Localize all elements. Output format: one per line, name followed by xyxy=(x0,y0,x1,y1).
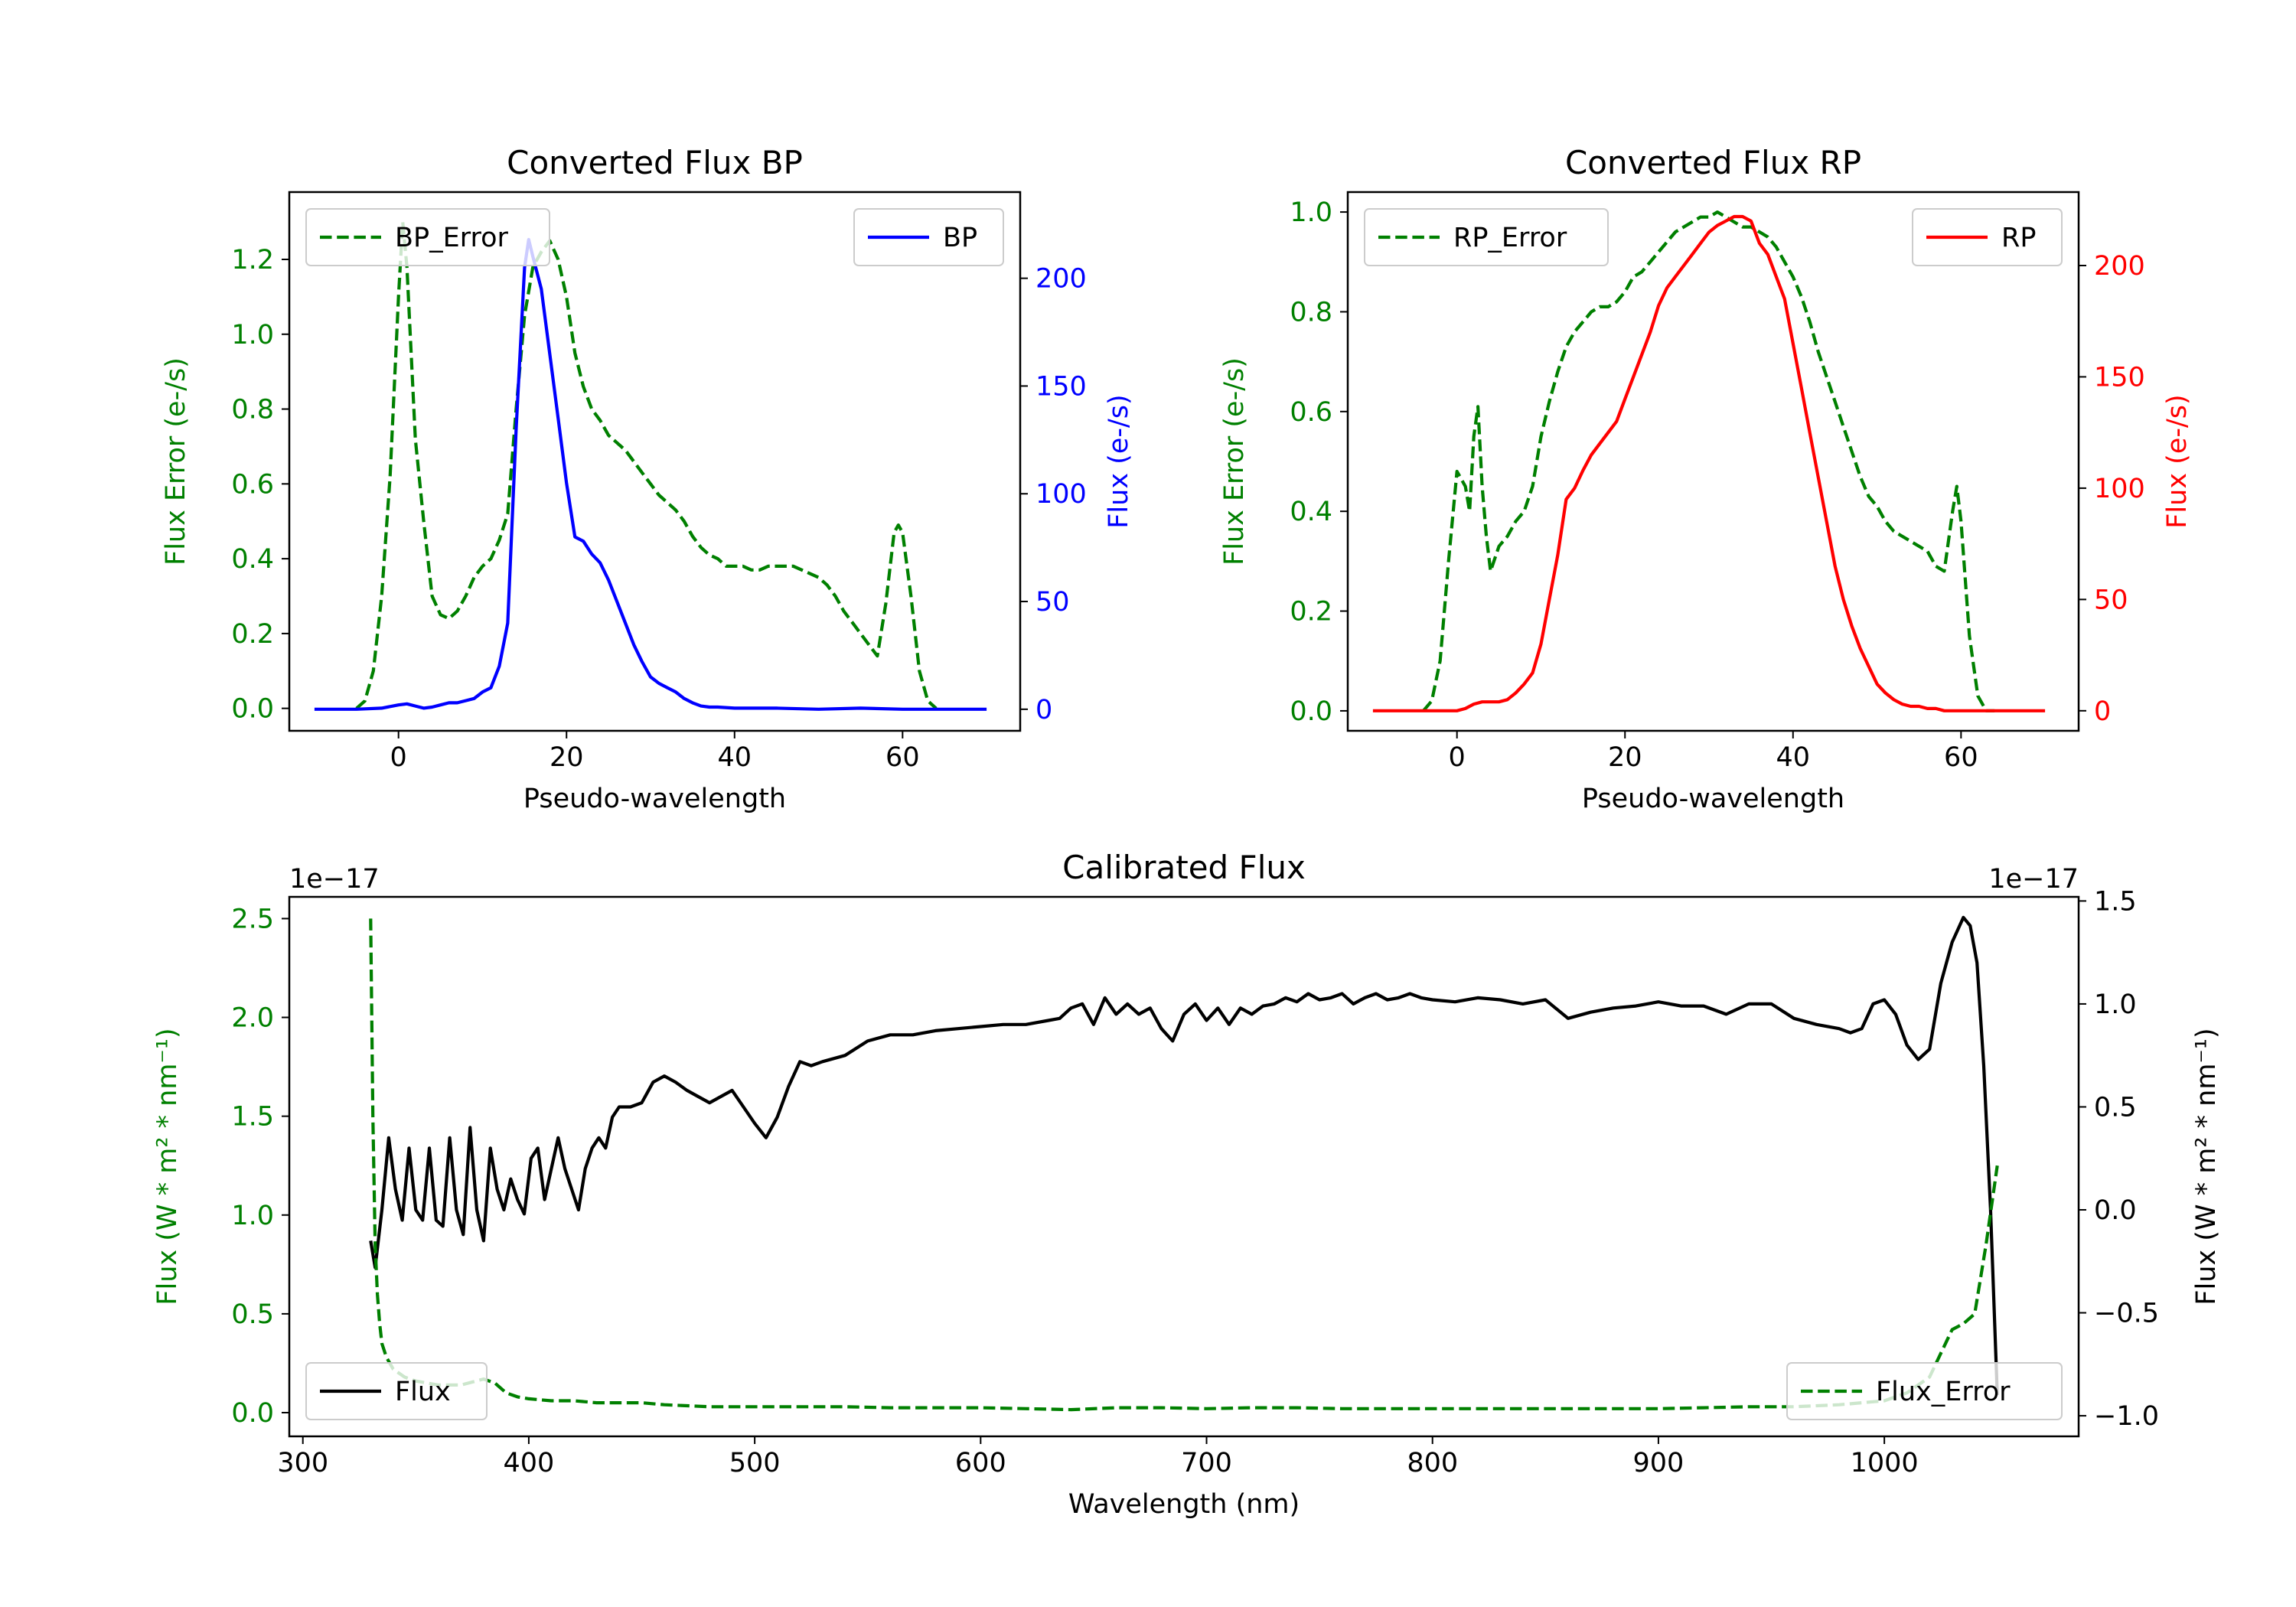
chart-title: Converted Flux BP xyxy=(507,144,803,181)
x-tick-label: 800 xyxy=(1407,1448,1458,1478)
y-right-tick-label: 50 xyxy=(2094,585,2128,615)
legend-box xyxy=(305,1362,488,1420)
y-left-tick-label: 2.5 xyxy=(231,904,274,934)
x-tick-label: 500 xyxy=(729,1448,781,1478)
x-tick-label: 300 xyxy=(277,1448,328,1478)
y-right-axis-label: Flux (e-/s) xyxy=(1104,394,1134,528)
x-tick-label: 0 xyxy=(390,742,407,773)
legend-label: Flux_Error xyxy=(1876,1377,2011,1407)
axes-frame xyxy=(1346,191,2080,732)
y-right-tick-label: 0 xyxy=(1035,695,1052,725)
legend-rp: RP xyxy=(1912,208,2063,266)
y-right-tick-label: 200 xyxy=(1035,264,1087,295)
x-tick-label: 600 xyxy=(955,1448,1006,1478)
chart-1: 0 20 40 60 0.0 0.2 0.4 0.6 0.8 1.0 1.2 0 50 100 150 200… xyxy=(161,144,1134,814)
series-line-flux-error xyxy=(369,918,1999,1412)
y-right-tick-label: 0.5 xyxy=(2094,1092,2137,1123)
x-tick-label: 0 xyxy=(1449,742,1466,773)
y-left-axis-label: Flux Error (e-/s) xyxy=(161,357,191,566)
y-left-tick-label: 0.6 xyxy=(1290,397,1332,428)
x-tick-label: 1000 xyxy=(1851,1448,1919,1478)
legend-box xyxy=(305,208,550,266)
x-tick-label: 700 xyxy=(1181,1448,1232,1478)
series-line-rp xyxy=(1372,214,2046,712)
y-left-tick-label: 1.5 xyxy=(231,1102,274,1133)
legend-rp-error: RP_Error xyxy=(1364,208,1609,266)
series-line-bp xyxy=(314,237,987,711)
y-left-tick-label: 1.0 xyxy=(1290,197,1332,228)
legend-label: Flux xyxy=(395,1377,451,1407)
x-axis-label: Pseudo-wavelength xyxy=(1582,784,1844,814)
x-tick-label: 20 xyxy=(1608,742,1642,773)
legend-label: BP_Error xyxy=(395,223,509,253)
legend-box xyxy=(1786,1362,2063,1420)
x-tick-label: 400 xyxy=(504,1448,555,1478)
series-line-bp-error xyxy=(355,220,938,710)
y-right-tick-label: 50 xyxy=(1035,587,1070,618)
y-right-tick-label: 100 xyxy=(2094,474,2145,504)
legend-flux: Flux xyxy=(305,1362,488,1420)
y-right-tick-label: 150 xyxy=(2094,362,2145,393)
y-left-axis-label: Flux (W * m² * nm⁻¹) xyxy=(152,1028,183,1305)
chart-title: Converted Flux RP xyxy=(1565,144,1861,181)
legend-label: RP_Error xyxy=(1453,223,1567,253)
x-tick-label: 900 xyxy=(1633,1448,1684,1478)
y-right-tick-label: 1.0 xyxy=(2094,989,2137,1020)
y-right-tick-label: 0.0 xyxy=(2094,1195,2137,1226)
y-right-tick-label: −0.5 xyxy=(2094,1299,2159,1329)
x-tick-label: 40 xyxy=(1776,742,1811,773)
chart-title: Calibrated Flux xyxy=(1062,849,1306,886)
chart-2: 0 20 40 60 0.0 0.2 0.4 0.6 0.8 1.0 0 50 100 150 200 Con… xyxy=(1219,144,2193,814)
x-tick-label: 40 xyxy=(718,742,752,773)
y-right-axis-label: Flux (e-/s) xyxy=(2162,394,2193,528)
y-right-tick-label: 200 xyxy=(2094,251,2145,282)
y-left-axis-label: Flux Error (e-/s) xyxy=(1219,357,1250,566)
y-left-tick-label: 0.5 xyxy=(231,1299,274,1330)
y-left-tick-label: 0.4 xyxy=(1290,497,1332,527)
y-right-tick-label: 0 xyxy=(2094,696,2111,727)
y-left-tick-label: 0.8 xyxy=(1290,297,1332,328)
legend-flux-error: Flux_Error xyxy=(1786,1362,2063,1420)
legend-label: RP xyxy=(2001,223,2036,253)
y-left-tick-label: 1.2 xyxy=(231,245,274,275)
y-left-tick-label: 0.2 xyxy=(231,619,274,650)
y-right-axis-label: Flux (W * m² * nm⁻¹) xyxy=(2191,1028,2222,1305)
legend-label: BP xyxy=(943,223,977,253)
y-left-tick-label: 2.0 xyxy=(231,1003,274,1034)
chart-3: 300 400 500 600 700 800 900 1000 0.0 0.5 1.0 1.5 2.0… xyxy=(152,849,2222,1520)
y-left-tick-label: 0.0 xyxy=(1290,696,1332,727)
y-right-tick-label: −1.0 xyxy=(2094,1401,2159,1432)
y-left-tick-label: 0.0 xyxy=(231,1398,274,1429)
y-left-tick-label: 0.0 xyxy=(231,694,274,725)
series-line-rp-error xyxy=(1422,210,1995,712)
x-tick-label: 60 xyxy=(1944,742,1978,773)
legend-box xyxy=(1364,208,1609,266)
series-line-flux xyxy=(369,915,1999,1396)
y-left-tick-label: 0.6 xyxy=(231,469,274,500)
x-tick-label: 20 xyxy=(550,742,584,773)
y-left-tick-label: 0.8 xyxy=(231,395,274,425)
y-right-offset-text: 1e−17 xyxy=(1988,864,2079,895)
y-right-tick-label: 150 xyxy=(1035,371,1087,402)
y-left-tick-label: 0.4 xyxy=(231,544,274,575)
legend-bp-error: BP_Error xyxy=(305,208,550,266)
axes-frame xyxy=(288,895,2080,1438)
y-left-tick-label: 1.0 xyxy=(231,1201,274,1231)
x-axis-label: Pseudo-wavelength xyxy=(523,784,786,814)
axes-frame xyxy=(288,191,1022,732)
y-left-offset-text: 1e−17 xyxy=(289,864,380,895)
y-left-tick-label: 0.2 xyxy=(1290,597,1332,627)
x-axis-label: Wavelength (nm) xyxy=(1068,1489,1300,1520)
x-tick-label: 60 xyxy=(885,742,920,773)
legend-bp: BP xyxy=(853,208,1004,266)
y-right-tick-label: 100 xyxy=(1035,479,1087,510)
y-right-tick-label: 1.5 xyxy=(2094,886,2137,917)
y-left-tick-label: 1.0 xyxy=(231,320,274,350)
